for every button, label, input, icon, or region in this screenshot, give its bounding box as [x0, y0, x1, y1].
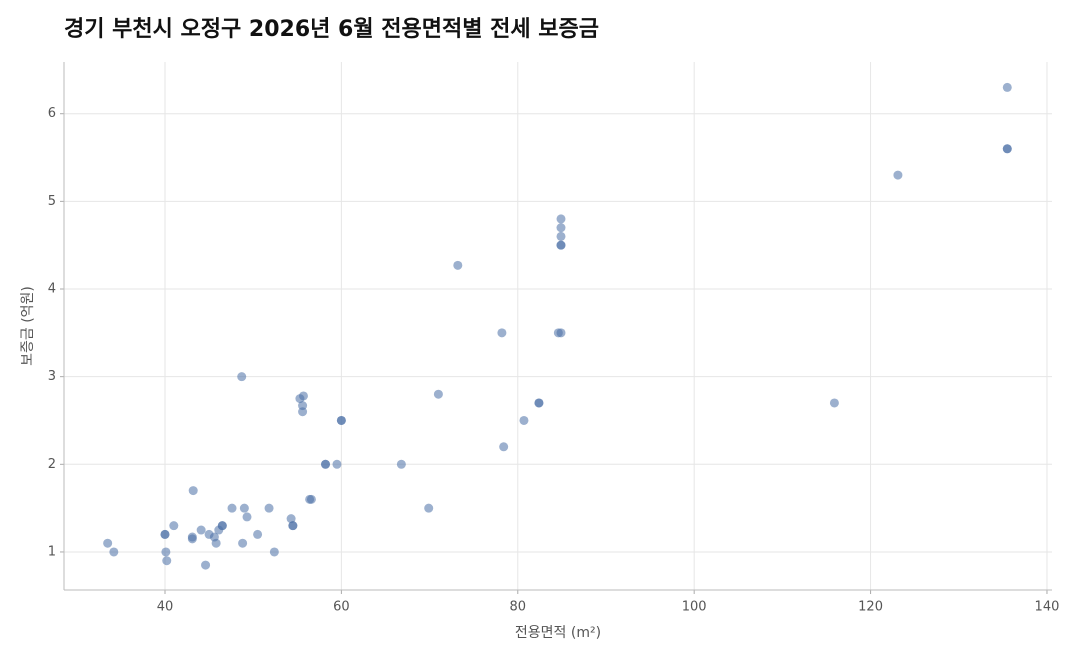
point: [534, 398, 544, 408]
point: [264, 503, 274, 513]
point: [306, 494, 316, 504]
point: [253, 529, 263, 539]
point: [519, 415, 529, 425]
y-axis-label: 보증금 (억원): [20, 286, 36, 366]
x-tick-label: 100: [682, 600, 707, 615]
point: [286, 514, 296, 524]
point: [201, 560, 211, 570]
point: [298, 391, 308, 401]
point: [238, 538, 248, 548]
y-tick-label: 5: [48, 194, 56, 209]
point: [217, 521, 227, 531]
point: [160, 529, 170, 539]
point: [556, 214, 566, 224]
point: [288, 521, 298, 531]
chart-title: 경기 부천시 오정구 2026년 6월 전용면적별 전세 보증금: [64, 17, 599, 42]
x-tick-label: 120: [858, 600, 883, 615]
x-tick-label: 140: [1035, 600, 1060, 615]
point: [453, 260, 463, 270]
y-tick-label: 2: [48, 457, 56, 472]
x-tick-label: 60: [333, 600, 350, 615]
point: [237, 372, 247, 382]
point: [893, 170, 903, 180]
point: [269, 547, 279, 557]
x-tick-label: 40: [157, 600, 174, 615]
point: [1002, 82, 1012, 92]
point: [227, 503, 237, 513]
point: [187, 534, 197, 544]
point: [242, 512, 252, 522]
point: [556, 231, 566, 241]
point: [556, 223, 566, 233]
x-tick-label: 80: [510, 600, 527, 615]
point: [499, 442, 509, 452]
x-axis-label: 전용면적 (m²): [515, 625, 601, 641]
point: [103, 538, 113, 548]
y-tick-label: 4: [48, 282, 56, 297]
point: [424, 503, 434, 513]
point: [188, 486, 198, 496]
point: [239, 503, 249, 513]
point: [1002, 144, 1012, 154]
y-tick-label: 6: [48, 106, 56, 121]
point: [556, 328, 566, 338]
point: [169, 521, 179, 531]
point: [298, 407, 308, 417]
point: [161, 547, 171, 557]
y-tick-label: 3: [48, 369, 56, 384]
point: [321, 459, 331, 469]
point: [332, 459, 342, 469]
point: [433, 389, 443, 399]
point: [211, 538, 221, 548]
point: [829, 398, 839, 408]
point: [162, 556, 172, 566]
point: [196, 525, 206, 535]
y-tick-label: 1: [48, 544, 56, 559]
point: [109, 547, 119, 557]
point: [336, 415, 346, 425]
point: [556, 240, 566, 250]
point: [497, 328, 507, 338]
point: [396, 459, 406, 469]
